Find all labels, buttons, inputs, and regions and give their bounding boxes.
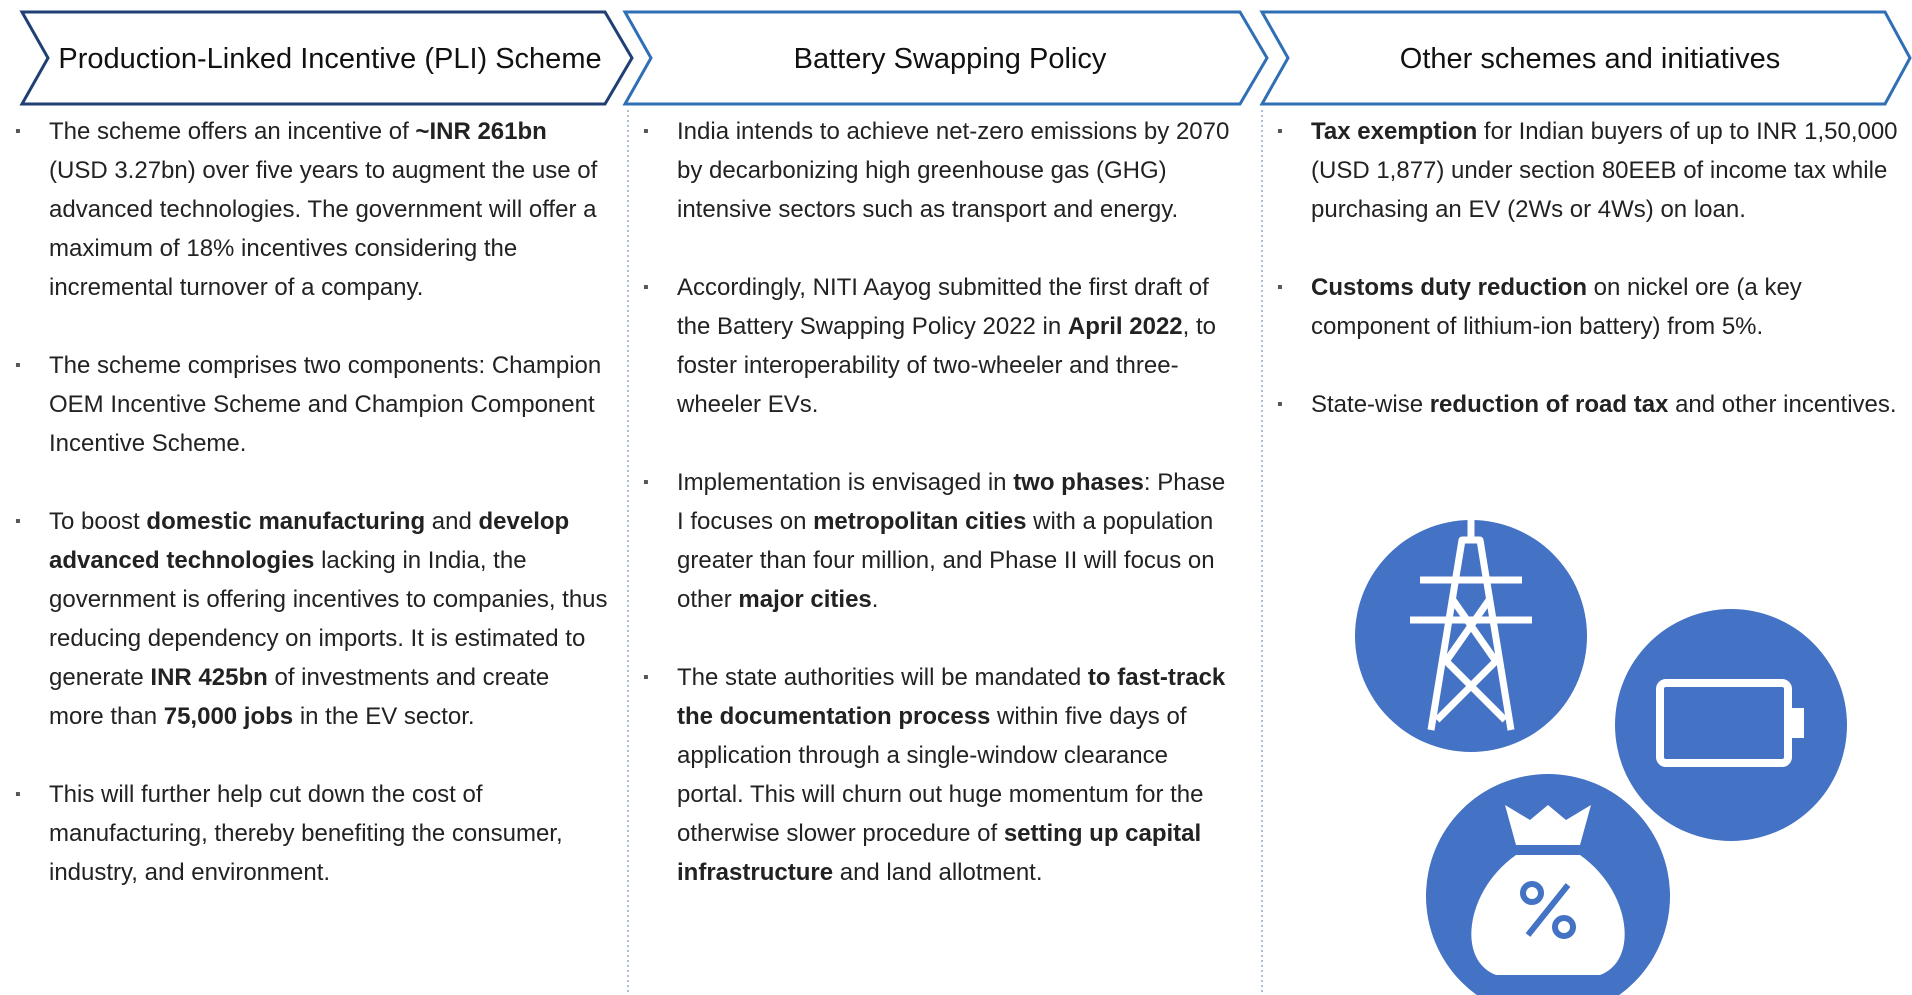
bold-text: develop advanced technologies	[49, 508, 570, 574]
text-run: in the EV sector.	[293, 703, 475, 730]
text-run: Implementation is envisaged in	[677, 469, 1014, 496]
text-run: (USD 3.27bn) over five years to augment …	[49, 157, 598, 301]
text-run: with a population greater than four mill…	[677, 508, 1215, 613]
column-title: Battery Swapping Policy	[793, 42, 1107, 75]
bullet-list: India intends to achieve net-zero emissi…	[643, 112, 1237, 892]
bold-text: 75,000 jobs	[163, 703, 294, 730]
bold-text: setting up capital infrastructure	[677, 820, 1202, 886]
text-run: State-wise	[1311, 391, 1430, 418]
column-title: Production-Linked Incentive (PLI) Scheme	[58, 42, 602, 75]
text-run: To boost	[49, 508, 147, 535]
text-run: This will further help cut down the cost…	[49, 781, 563, 886]
bullet: Tax exemption for Indian buyers of up to…	[1277, 112, 1901, 229]
column-body: Tax exemption for Indian buyers of up to…	[1277, 112, 1901, 463]
bold-text: major cities	[738, 586, 872, 613]
bullet: Accordingly, NITI Aayog submitted the fi…	[643, 268, 1237, 424]
text-run: .	[871, 586, 879, 613]
bold-text: Tax exemption	[1311, 118, 1478, 145]
text-run: of investments and create more than	[49, 664, 550, 730]
column-body: India intends to achieve net-zero emissi…	[643, 112, 1237, 931]
text-run: within five days of application through …	[677, 703, 1204, 847]
bold-text: metropolitan cities	[813, 508, 1027, 535]
bullet: This will further help cut down the cost…	[15, 775, 609, 892]
text-run: and other incentives.	[1668, 391, 1897, 418]
bullet: The scheme comprises two components: Cha…	[15, 346, 609, 463]
bold-text: domestic manufacturing	[146, 508, 426, 535]
text-run: The state authorities will be mandated	[677, 664, 1088, 691]
text-run: and	[425, 508, 479, 535]
chevron	[1259, 10, 1912, 106]
battery-icon	[1615, 609, 1847, 841]
bold-text: ~INR 261bn	[415, 118, 547, 145]
column-body: The scheme offers an incentive of ~INR 2…	[15, 112, 609, 931]
bullet-list: The scheme offers an incentive of ~INR 2…	[15, 112, 609, 892]
tower-icon	[1355, 520, 1587, 752]
bold-text: INR 425bn	[150, 664, 268, 691]
text-run: The scheme offers an incentive of	[49, 118, 416, 145]
money-bag-icon	[1426, 774, 1670, 995]
text-run: : Phase I focuses on	[677, 469, 1226, 535]
bold-text: two phases	[1013, 469, 1144, 496]
bold-text: April 2022	[1067, 313, 1183, 340]
bold-text: reduction of road tax	[1429, 391, 1669, 418]
text-run: on nickel ore (a key component of lithiu…	[1311, 274, 1802, 340]
text-run: Accordingly, NITI Aayog submitted the fi…	[677, 274, 1209, 340]
bullet: State-wise reduction of road tax and oth…	[1277, 385, 1901, 424]
chevron	[19, 10, 634, 106]
bullet: The scheme offers an incentive of ~INR 2…	[15, 112, 609, 307]
bold-text: to fast-track the documentation process	[677, 664, 1226, 730]
text-run: lacking in India, the government is offe…	[49, 547, 608, 691]
bullet: India intends to achieve net-zero emissi…	[643, 112, 1237, 229]
chevron	[622, 10, 1269, 106]
bullet: The state authorities will be mandated t…	[643, 658, 1237, 892]
bold-text: Customs duty reduction	[1311, 274, 1588, 301]
bullet: Customs duty reduction on nickel ore (a …	[1277, 268, 1901, 346]
text-run: The scheme comprises two components: Cha…	[49, 352, 602, 457]
text-run: , to foster interoperability of two-whee…	[677, 313, 1216, 418]
bullet: Implementation is envisaged in two phase…	[643, 463, 1237, 619]
bullet-list: Tax exemption for Indian buyers of up to…	[1277, 112, 1901, 424]
text-run: and land allotment.	[833, 859, 1043, 886]
column-title: Other schemes and initiatives	[1399, 42, 1781, 75]
bullet: To boost domestic manufacturing and deve…	[15, 502, 609, 736]
text-run: for Indian buyers of up to INR 1,50,000 …	[1311, 118, 1898, 223]
text-run: India intends to achieve net-zero emissi…	[677, 118, 1230, 223]
